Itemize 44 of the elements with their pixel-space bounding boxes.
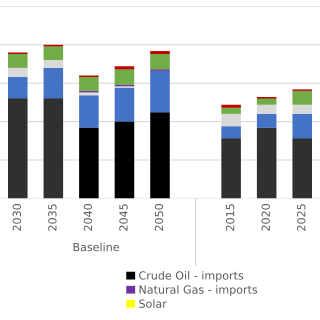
bar (44, 98, 64, 198)
bar (114, 69, 134, 85)
bar (150, 112, 170, 198)
bar (8, 98, 28, 198)
x-tick-label: 2015 (226, 204, 234, 231)
x-tick-label: 2030 (12, 204, 21, 231)
bar (221, 104, 241, 108)
bar (44, 46, 64, 60)
x-tick-label: 2040 (84, 204, 92, 231)
bar (256, 128, 276, 198)
bar (221, 108, 241, 114)
x-tick-label: 2035 (48, 204, 57, 231)
x-tick-label: 2050 (154, 204, 164, 231)
bar (114, 66, 134, 70)
bar (150, 50, 170, 54)
bar (150, 70, 170, 112)
legend-label: Solar (139, 299, 167, 308)
bar (114, 88, 134, 122)
x-tick-label: 2045 (119, 204, 128, 231)
legend-label: Natural Gas - imports (140, 285, 258, 296)
bar (292, 138, 312, 198)
bar (79, 95, 99, 128)
bar (150, 54, 170, 70)
bar (292, 90, 312, 105)
x-tick-label: 2020 (261, 204, 270, 231)
bar (8, 54, 28, 68)
bar (44, 60, 64, 68)
bar (256, 98, 276, 105)
bar (8, 77, 28, 99)
bar (221, 126, 241, 138)
bar (292, 104, 312, 114)
bar (221, 138, 241, 198)
bar (114, 122, 134, 198)
bar (79, 92, 99, 96)
text: Baseline (74, 242, 119, 252)
bar (79, 128, 99, 198)
x-tick-label: 2025 (297, 204, 306, 231)
bar (79, 77, 99, 91)
legend-label: Crude Oil - imports (139, 271, 244, 282)
bar (44, 68, 64, 99)
bar (256, 104, 276, 114)
bar (256, 114, 276, 128)
bar (8, 68, 28, 78)
bar (292, 114, 312, 138)
